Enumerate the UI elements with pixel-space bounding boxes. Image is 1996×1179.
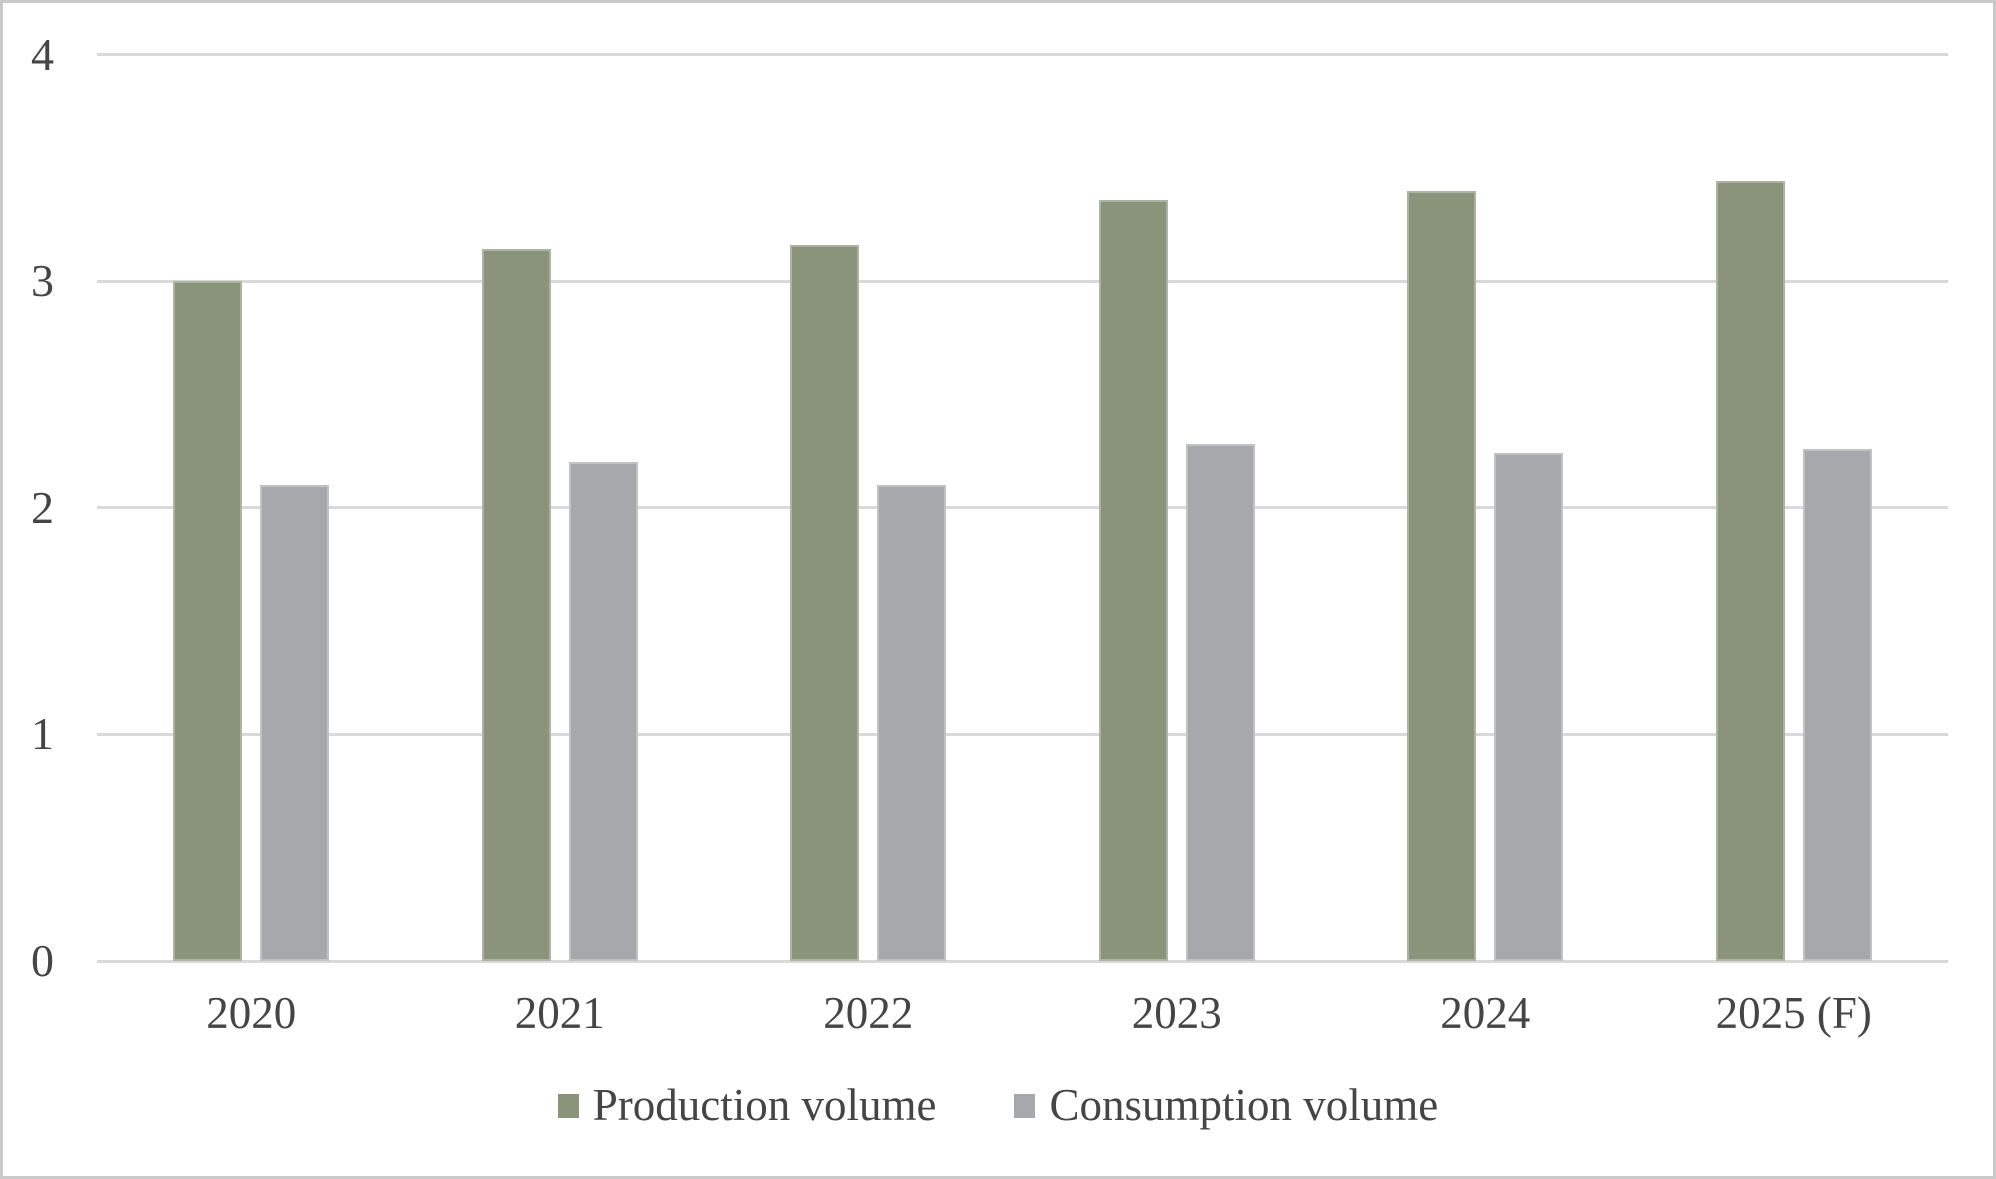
legend-marker-consumption (1014, 1093, 1036, 1118)
bar-consumption-2023 (1185, 444, 1255, 961)
gridline-y1 (97, 732, 1948, 736)
bar-production-2021 (481, 249, 551, 961)
legend-item-production: Production volume (557, 1080, 937, 1130)
bar-consumption-2024 (1494, 453, 1564, 961)
legend: Production volume Consumption volume (3, 1083, 1993, 1128)
x-axis-category-label-2021: 2021 (514, 988, 605, 1038)
y-axis-tick-label-0: 0 (31, 935, 54, 986)
legend-item-consumption: Consumption volume (1014, 1083, 1438, 1128)
bar-production-2020 (173, 281, 243, 961)
x-axis-category-label-2022: 2022 (823, 988, 914, 1038)
y-axis-tick-label-3: 3 (31, 255, 54, 307)
bar-consumption-2020 (260, 485, 330, 961)
bar-production-2024 (1407, 190, 1477, 961)
y-axis-tick-label-4: 4 (31, 28, 54, 80)
x-axis-category-label-2020: 2020 (206, 988, 297, 1038)
gridline-y4 (97, 53, 1948, 57)
x-axis-category-label-2023: 2023 (1131, 988, 1222, 1038)
bar-consumption-2025F (1802, 448, 1872, 961)
legend-marker-production (557, 1093, 579, 1118)
bar-production-2022 (790, 244, 860, 961)
gridline-y2 (97, 506, 1948, 510)
y-axis-tick-label-1: 1 (31, 708, 54, 760)
bar-consumption-2022 (877, 485, 947, 961)
x-axis-category-label-2025F: 2025 (F) (1715, 988, 1872, 1038)
legend-label-production: Production volume (592, 1080, 937, 1130)
y-axis-tick-label-2: 2 (31, 481, 54, 533)
bar-consumption-2021 (568, 462, 638, 961)
gridline-y3 (97, 279, 1948, 283)
bar-production-2025F (1715, 181, 1785, 961)
bar-production-2023 (1098, 199, 1168, 961)
legend-label-consumption: Consumption volume (1049, 1080, 1439, 1130)
gridline-y0 (97, 959, 1948, 963)
x-axis-category-label-2024: 2024 (1440, 988, 1531, 1038)
